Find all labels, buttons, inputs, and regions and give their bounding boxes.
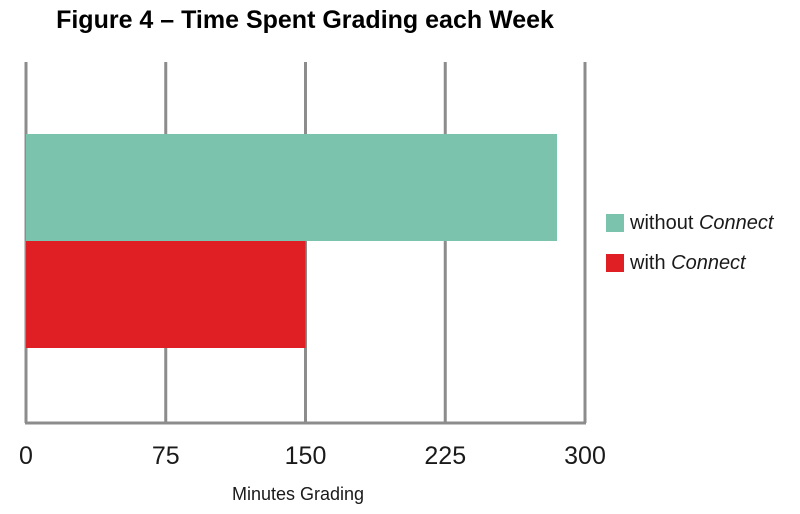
x-tick-label-300: 300 [564,442,606,470]
chart-title: Figure 4 – Time Spent Grading each Week [56,6,554,34]
legend-label-without-connect: without Connect [630,211,774,234]
legend-item-with-connect: with Connect [606,250,773,276]
legend-swatch-without-connect [606,214,624,232]
bar-with-connect [26,241,306,348]
bar-without-connect [26,134,558,241]
x-axis-label: Minutes Grading [232,484,364,504]
x-tick-label-0: 0 [19,442,33,470]
legend-swatch-with-connect [606,254,624,272]
legend-item-without-connect: without Connect [606,210,773,236]
chart-legend: without Connect with Connect [606,210,773,290]
x-tick-label-225: 225 [424,442,466,470]
x-tick-label-75: 75 [152,442,180,470]
legend-label-with-connect: with Connect [630,251,746,274]
x-tick-label-150: 150 [285,442,327,470]
